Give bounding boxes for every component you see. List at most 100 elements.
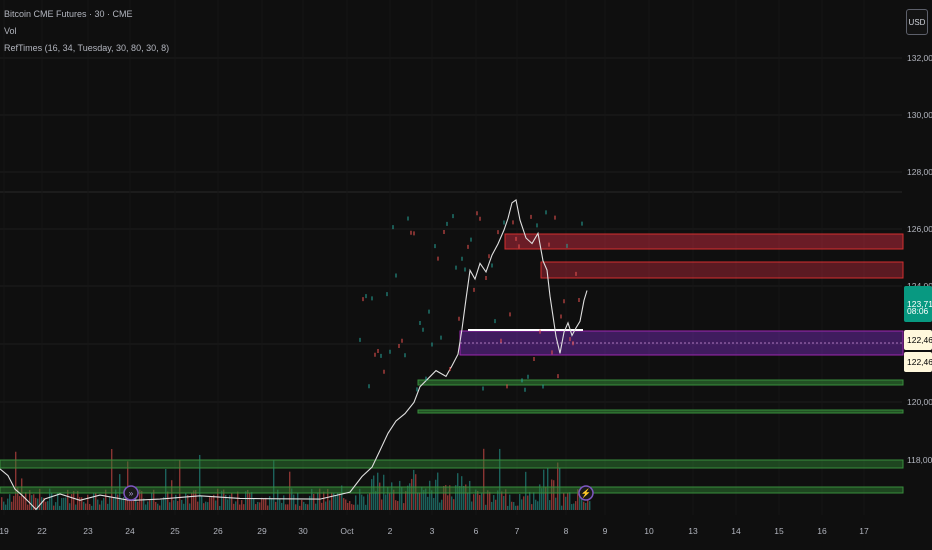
- volume-bar: [77, 491, 79, 510]
- volume-bar: [79, 497, 81, 510]
- volume-bar: [487, 490, 489, 510]
- volume-bar: [163, 497, 165, 510]
- volume-bar: [479, 495, 481, 510]
- volume-bar: [91, 505, 93, 510]
- volume-bar: [399, 480, 401, 510]
- volume-bar: [455, 485, 457, 510]
- volume-bar: [219, 505, 221, 510]
- volume-bar: [431, 490, 433, 510]
- volume-bar: [569, 492, 571, 510]
- volume-bar: [453, 499, 455, 510]
- volume-bar: [537, 501, 539, 510]
- time-tick-label: 3: [430, 526, 435, 536]
- volume-bar: [343, 498, 345, 510]
- support-zone-4: [0, 486, 904, 494]
- volume-bar: [347, 503, 349, 510]
- volume-bar: [45, 501, 47, 510]
- volume-bar: [53, 505, 55, 510]
- volume-bar: [551, 479, 553, 510]
- price-series: [0, 198, 588, 511]
- volume-bar: [113, 497, 115, 510]
- volume-bar: [583, 501, 585, 510]
- volume-bar: [313, 494, 315, 510]
- volume-bar: [175, 494, 177, 510]
- volume-bar: [21, 478, 23, 510]
- volume-bar: [275, 501, 277, 510]
- volume-bar: [519, 493, 521, 510]
- volume-bar: [105, 489, 107, 510]
- volume-bar: [111, 449, 113, 510]
- price-tick-label: 128,000: [907, 167, 932, 177]
- volume-bar: [355, 495, 357, 510]
- volume-bar: [173, 500, 175, 510]
- volume-bar: [557, 462, 559, 510]
- volume-bar: [323, 491, 325, 510]
- volume-bar: [13, 495, 15, 510]
- volume-bar: [441, 499, 443, 510]
- volume-bar: [545, 486, 547, 510]
- volume-bar: [363, 496, 365, 510]
- volume-bar: [279, 498, 281, 510]
- volume-bar: [253, 498, 255, 510]
- time-tick-label: 8: [564, 526, 569, 536]
- volume-bar: [427, 496, 429, 510]
- countdown-text: 08:06: [907, 306, 929, 316]
- volume-bar: [337, 492, 339, 510]
- time-axis[interactable]: 19 22 23 24 25 26 29 30 Oct 2 3 6 7 8 9 10 13 14 15 16 17: [0, 526, 869, 536]
- volume-bar: [149, 500, 151, 510]
- volume-bar: [151, 492, 153, 510]
- lightning-icon-glyph: ⚡: [581, 488, 592, 499]
- volume-bar: [215, 500, 217, 510]
- volume-bar: [223, 489, 225, 510]
- volume-bar: [339, 493, 341, 510]
- volume-bar: [529, 491, 531, 510]
- price-axis[interactable]: 132,000130,000128,000126,000124,000120,0…: [904, 53, 932, 465]
- volume-bar: [155, 501, 157, 510]
- volume-bar: [63, 497, 65, 510]
- time-tick-label: 25: [170, 526, 180, 536]
- volume-bar: [517, 505, 519, 510]
- volume-bar: [365, 504, 367, 510]
- support-zone-2: [417, 409, 904, 414]
- indicator-legend[interactable]: RefTimes (16, 34, Tuesday, 30, 80, 30, 8…: [4, 43, 170, 53]
- volume-bar: [17, 487, 19, 510]
- volume-bar: [235, 501, 237, 510]
- volume-bar: [393, 489, 395, 510]
- time-tick-label: 30: [298, 526, 308, 536]
- price-tick-label: 126,000: [907, 224, 932, 234]
- volume-bar: [185, 492, 187, 510]
- volume-bar: [27, 504, 29, 510]
- symbol-title[interactable]: Bitcoin CME Futures · 30 · CME: [4, 9, 133, 19]
- volume-legend[interactable]: Vol: [4, 26, 17, 36]
- volume-bar: [475, 489, 477, 510]
- volume-bar: [261, 497, 263, 510]
- time-tick-label: 9: [603, 526, 608, 536]
- volume-bar: [209, 497, 211, 510]
- volume-bar: [93, 492, 95, 510]
- volume-bar: [267, 505, 269, 510]
- volume-bar: [389, 493, 391, 510]
- volume-bar: [73, 491, 75, 510]
- volume-bar: [509, 494, 511, 510]
- volume-bar: [439, 502, 441, 510]
- volume-bar: [477, 491, 479, 510]
- currency-button[interactable]: USD: [906, 9, 928, 35]
- resistance-zone-lower: [540, 261, 904, 279]
- volume-bar: [241, 500, 243, 510]
- volume-bar: [449, 485, 451, 510]
- volume-bar: [99, 504, 101, 510]
- volume-bar: [575, 501, 577, 510]
- price-line: [0, 198, 588, 511]
- volume-bar: [277, 489, 279, 510]
- event-icons: » ⚡: [123, 485, 594, 501]
- volume-bar: [443, 486, 445, 510]
- volume-bar: [131, 496, 133, 510]
- volume-bar: [115, 489, 117, 510]
- time-tick-label: 29: [257, 526, 267, 536]
- volume-bar: [333, 493, 335, 510]
- time-tick-label: 16: [817, 526, 827, 536]
- volume-bar: [371, 479, 373, 510]
- volume-bar: [445, 485, 447, 510]
- volume-bar: [233, 503, 235, 510]
